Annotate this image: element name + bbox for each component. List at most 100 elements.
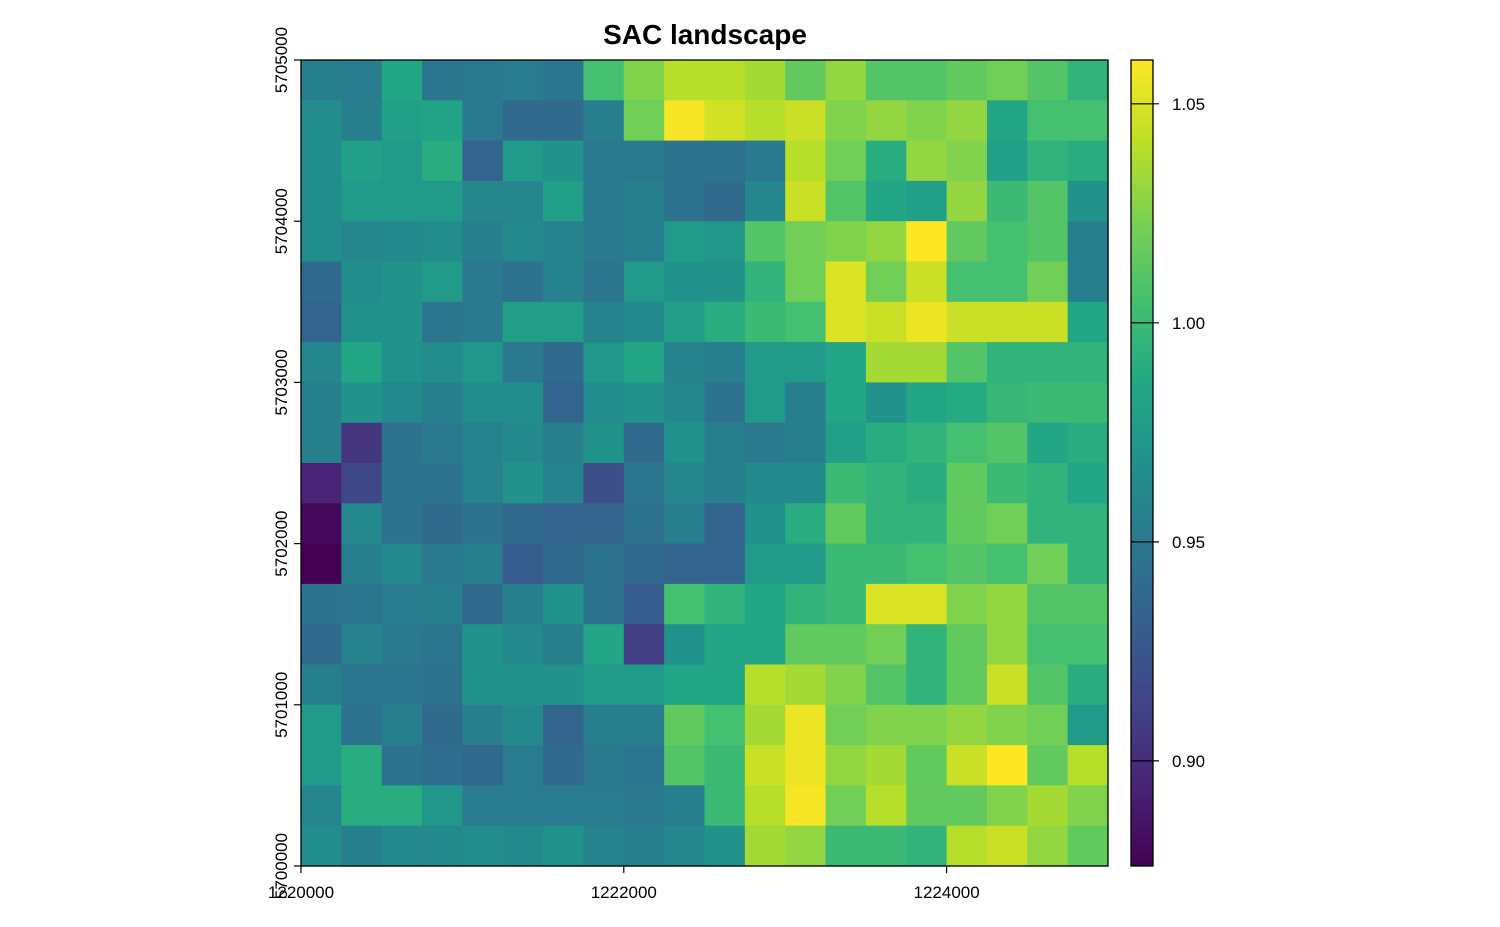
raster-cell — [946, 785, 988, 827]
raster-cell — [825, 422, 867, 464]
raster-cell — [502, 664, 544, 706]
raster-cell — [906, 745, 948, 786]
raster-cell — [744, 664, 786, 706]
raster-cell — [1067, 342, 1109, 383]
raster-cell — [301, 583, 342, 625]
raster-cell — [906, 261, 948, 303]
raster-cell — [543, 745, 585, 786]
raster-cell — [986, 624, 1028, 666]
raster-cell — [623, 422, 665, 464]
raster-cell — [301, 664, 342, 706]
raster-cell — [825, 785, 867, 827]
raster-cell — [583, 745, 625, 786]
raster-cell — [623, 543, 665, 585]
raster-cell — [946, 140, 988, 182]
raster-cell — [825, 825, 867, 867]
y-tick-label: 5704000 — [272, 188, 291, 254]
raster-cell — [664, 342, 706, 383]
raster-cell — [865, 140, 907, 182]
raster-cell — [946, 100, 988, 142]
raster-cell — [704, 180, 746, 222]
raster-cell — [1067, 543, 1109, 585]
raster-cell — [906, 463, 948, 504]
raster-cell — [381, 261, 423, 303]
raster-cell — [664, 382, 706, 424]
raster-cell — [704, 463, 746, 504]
raster-cell — [865, 503, 907, 545]
raster-cell — [543, 261, 585, 303]
raster-cell — [502, 583, 544, 625]
raster-cell — [543, 301, 585, 343]
raster-cell — [664, 221, 706, 263]
raster-cell — [785, 745, 827, 786]
raster-cell — [543, 583, 585, 625]
raster-cell — [502, 100, 544, 142]
raster-cell — [946, 745, 988, 786]
raster-cell — [583, 704, 625, 746]
raster-cell — [825, 382, 867, 424]
raster-cell — [301, 301, 342, 343]
legend-tick-label: 0.95 — [1172, 533, 1205, 552]
raster-cell — [1067, 382, 1109, 424]
raster-cell — [462, 60, 504, 101]
raster-cell — [301, 704, 342, 746]
raster-cell — [946, 342, 988, 383]
raster-cell — [906, 221, 948, 263]
raster-cell — [865, 422, 907, 464]
raster-cell — [744, 180, 786, 222]
y-axis: 5700000 5701000 5702000 5703000 5704000 57050… — [272, 27, 301, 899]
raster-cell — [986, 342, 1028, 383]
raster-cell — [906, 100, 948, 142]
raster-cell — [502, 180, 544, 222]
raster-cell — [623, 180, 665, 222]
raster-cell — [623, 624, 665, 666]
raster-cell — [906, 543, 948, 585]
raster-cell — [381, 543, 423, 585]
raster-cell — [462, 422, 504, 464]
raster-cell — [381, 583, 423, 625]
raster-cell — [946, 301, 988, 343]
raster-cell — [623, 664, 665, 706]
raster-cell — [381, 704, 423, 746]
x-tick-label: 1220000 — [268, 883, 334, 902]
raster-cell — [704, 543, 746, 585]
raster-cell — [825, 704, 867, 746]
raster-cell — [381, 745, 423, 786]
raster-cell — [825, 503, 867, 545]
raster-cell — [865, 60, 907, 101]
raster-cell — [583, 503, 625, 545]
raster-cell — [1027, 301, 1069, 343]
raster-cell — [543, 704, 585, 746]
raster-cell — [865, 180, 907, 222]
raster-cell — [1027, 543, 1069, 585]
raster-cell — [1027, 180, 1069, 222]
raster-cell — [744, 100, 786, 142]
raster-cell — [543, 503, 585, 545]
raster-cell — [502, 825, 544, 867]
raster-cell — [502, 543, 544, 585]
raster-cell — [785, 180, 827, 222]
raster-cell — [422, 261, 463, 303]
raster-cell — [583, 301, 625, 343]
raster-cell — [986, 704, 1028, 746]
raster-cell — [986, 785, 1028, 827]
raster-cell — [543, 140, 585, 182]
raster-cell — [865, 463, 907, 504]
raster-cell — [1067, 463, 1109, 504]
raster-cell — [462, 463, 504, 504]
raster-cell — [744, 140, 786, 182]
raster-cell — [744, 745, 786, 786]
raster-cell — [906, 140, 948, 182]
raster-cell — [502, 140, 544, 182]
raster-cell — [422, 745, 463, 786]
raster-cell — [381, 60, 423, 101]
raster-cell — [906, 785, 948, 827]
raster-cell — [1067, 664, 1109, 706]
raster-cell — [744, 543, 786, 585]
y-tick-label: 5702000 — [272, 511, 291, 577]
raster-cell — [583, 624, 625, 666]
raster-cell — [583, 543, 625, 585]
raster-cell — [301, 503, 342, 545]
raster-cell — [502, 704, 544, 746]
